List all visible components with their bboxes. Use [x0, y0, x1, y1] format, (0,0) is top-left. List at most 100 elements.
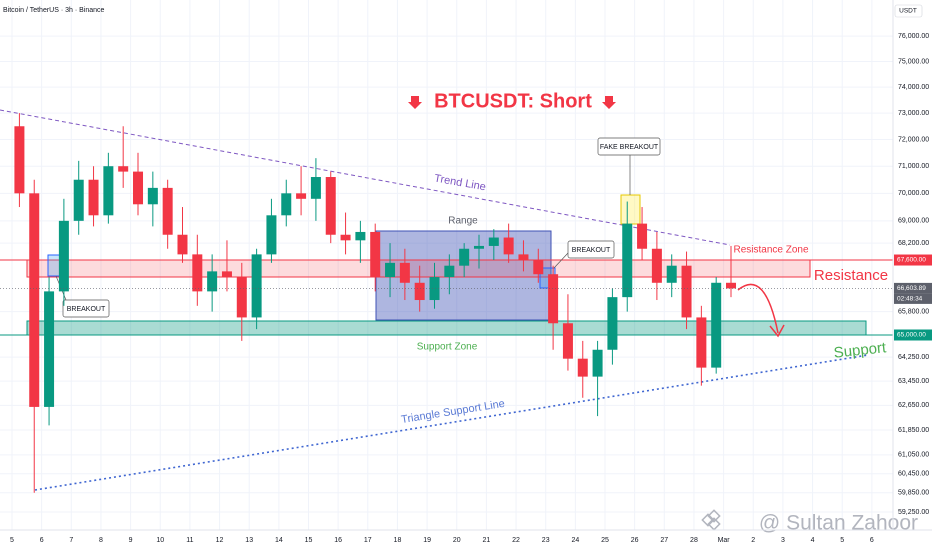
resistance-zone-label: Resistance Zone: [733, 245, 808, 256]
x-tick-label: 23: [542, 537, 550, 544]
candle-body: [607, 297, 618, 350]
candle-body: [192, 254, 203, 292]
candle-body: [399, 262, 410, 283]
callout-line: [553, 252, 569, 269]
candle-body: [58, 220, 69, 292]
x-tick-label: 6: [870, 537, 874, 544]
candle-body: [325, 177, 336, 235]
resistance-label: Resistance: [814, 267, 888, 284]
down-arrow-icon: [408, 96, 422, 109]
candle-body: [429, 277, 440, 301]
grid: [0, 0, 893, 530]
symbol-header: Bitcoin / TetherUS · 3h · Binance: [3, 7, 105, 14]
x-tick-label: 28: [690, 537, 698, 544]
candle-body: [133, 171, 144, 205]
candle-body: [488, 237, 499, 246]
candle-body: [103, 166, 114, 216]
label-box: [62, 299, 110, 318]
fake-breakout-box: [620, 194, 641, 225]
down-arrow-icon: [602, 96, 616, 109]
candle-body: [459, 248, 470, 266]
price-label: 65,000.00: [897, 332, 926, 339]
support-label: Support: [833, 339, 888, 361]
candle-body: [281, 193, 292, 216]
x-tick-label: Mar: [718, 537, 731, 544]
range-label: Range: [448, 216, 478, 227]
candle-body: [503, 237, 514, 255]
candle-body: [533, 260, 544, 275]
y-tick-label: 59,250.00: [898, 509, 929, 516]
x-tick-label: 16: [334, 537, 342, 544]
candle-body: [310, 177, 321, 199]
y-tick-label: 75,000.00: [898, 58, 929, 65]
projection-arrow: [737, 283, 779, 334]
currency-box: [894, 4, 923, 18]
candle-body: [622, 223, 633, 298]
y-tick-label: 69,000.00: [898, 218, 929, 225]
price-label-box: [894, 254, 932, 266]
candle-body: [88, 179, 99, 216]
arrow-head: [769, 324, 785, 338]
x-tick-label: 12: [216, 537, 224, 544]
candle-body: [73, 179, 84, 221]
candle-body: [473, 245, 484, 249]
y-tick-label: 62,650.00: [898, 402, 929, 409]
price-label: 66,603.89: [897, 285, 926, 292]
candle-body: [562, 323, 573, 359]
label-box: [597, 137, 661, 156]
x-tick-label: 7: [69, 537, 73, 544]
breakout-label: BREAKOUT: [67, 306, 106, 313]
candle-body: [147, 187, 158, 205]
x-tick-label: 9: [129, 537, 133, 544]
y-tick-label: 64,250.00: [898, 354, 929, 361]
candle-body: [651, 248, 662, 283]
x-tick-label: 22: [512, 537, 520, 544]
price-label: 67,600.00: [897, 257, 926, 264]
y-tick-label: 76,000.00: [898, 33, 929, 40]
drawings: [0, 96, 893, 491]
candle-body: [518, 254, 529, 261]
candle-body: [577, 358, 588, 377]
support-zone: [26, 320, 867, 336]
breakout-label: BREAKOUT: [572, 247, 611, 254]
x-tick-label: 20: [453, 537, 461, 544]
x-tick-label: 13: [245, 537, 253, 544]
y-tick-label: 74,000.00: [898, 84, 929, 91]
x-tick-label: 6: [40, 537, 44, 544]
candle-body: [236, 277, 247, 318]
x-tick-label: 14: [275, 537, 283, 544]
x-tick-label: 18: [394, 537, 402, 544]
candle-body: [666, 265, 677, 283]
candle-body: [592, 349, 603, 377]
candle-body: [29, 193, 40, 407]
trend-line: [0, 109, 731, 246]
candle-body: [726, 282, 737, 289]
candle-body: [548, 274, 559, 324]
y-tick-label: 68,200.00: [898, 240, 929, 247]
x-tick-label: 3: [781, 537, 785, 544]
candle-body: [296, 193, 307, 199]
price-label-box: [894, 282, 932, 294]
label-box: [567, 240, 615, 259]
candle-body: [681, 265, 692, 318]
x-tick-label: 25: [601, 537, 609, 544]
support-zone-label: Support Zone: [417, 342, 478, 353]
candle-body: [251, 254, 262, 318]
y-tick-label: 61,850.00: [898, 427, 929, 434]
y-tick-label: 59,850.00: [898, 490, 929, 497]
y-tick-label: 65,800.00: [898, 308, 929, 315]
candle-body: [118, 166, 129, 172]
y-tick-label: 70,000.00: [898, 190, 929, 197]
watermark: @ Sultan Zahoor: [759, 512, 918, 535]
x-tick-label: 10: [156, 537, 164, 544]
chart-title: BTCUSDT: Short: [434, 90, 592, 112]
candle-body: [370, 231, 381, 278]
x-tick-label: 8: [99, 537, 103, 544]
candle-body: [711, 282, 722, 368]
y-tick-label: 61,050.00: [898, 452, 929, 459]
currency-label: USDT: [899, 8, 917, 15]
fake-breakout-label: FAKE BREAKOUT: [600, 144, 659, 151]
x-tick-label: 19: [423, 537, 431, 544]
